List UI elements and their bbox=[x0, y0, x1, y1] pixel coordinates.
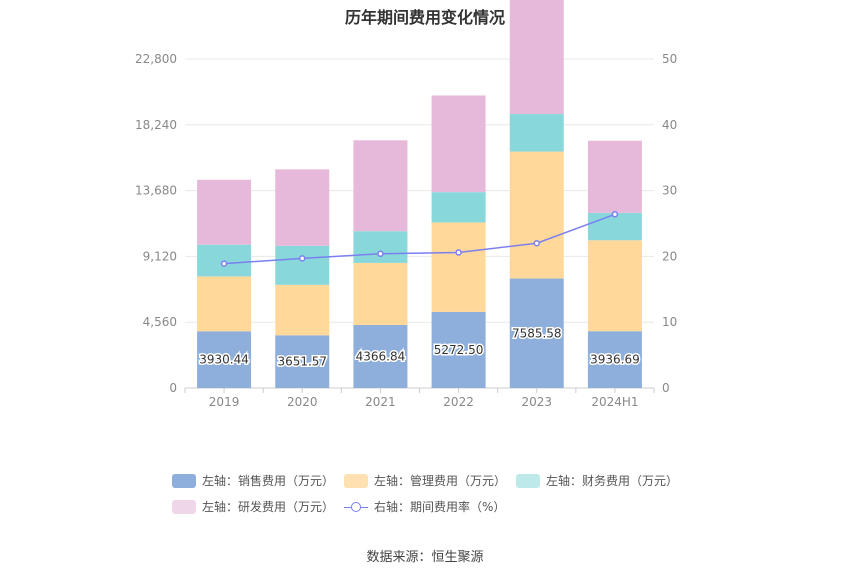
legend-item-sales[interactable]: 左轴：销售费用（万元） bbox=[172, 472, 334, 489]
bar-segment-0 bbox=[353, 324, 408, 388]
legend-item-rnd[interactable]: 左轴：研发费用（万元） bbox=[172, 498, 334, 515]
bar-segment-3 bbox=[197, 179, 252, 245]
expense-rate-point bbox=[377, 250, 384, 258]
expense-rate-point bbox=[533, 239, 540, 247]
x-tick-label: 2021 bbox=[365, 395, 396, 409]
y-left-tick-label: 22,800 bbox=[135, 52, 177, 66]
y-left-tick-label: 4,560 bbox=[143, 315, 177, 329]
bar-segment-1 bbox=[431, 222, 486, 312]
chart-title: 历年期间费用变化情况 bbox=[344, 8, 505, 27]
data-label: 5272.50 bbox=[434, 343, 484, 357]
expense-rate-point bbox=[455, 249, 462, 256]
bar-segment-3 bbox=[275, 169, 330, 246]
data-label: 7585.58 bbox=[512, 326, 562, 340]
legend-label-sales: 左轴：销售费用（万元） bbox=[202, 474, 335, 488]
bar-segment-0 bbox=[197, 331, 252, 388]
y-left-tick-label: 18,240 bbox=[135, 118, 177, 132]
bar-segment-0 bbox=[431, 311, 486, 388]
expense-rate-line bbox=[224, 213, 616, 265]
bar-segment-1 bbox=[353, 262, 408, 325]
legend-swatch-sales bbox=[172, 473, 196, 488]
bar-segment-0 bbox=[275, 335, 330, 388]
bar-segment-3 bbox=[353, 140, 408, 232]
x-tick-label: 2024H1 bbox=[591, 395, 638, 409]
x-tick-label: 2023 bbox=[521, 395, 552, 409]
bar-segment-2 bbox=[509, 114, 564, 152]
y-right-tick-label: 0 bbox=[662, 381, 670, 395]
legend-label-admin: 左轴：管理费用（万元） bbox=[374, 474, 507, 488]
expense-rate-point bbox=[299, 255, 306, 262]
bar-segment-1 bbox=[197, 276, 252, 332]
bar-segment-2 bbox=[275, 245, 330, 285]
data-label: 4366.84 bbox=[356, 349, 406, 363]
x-tick-label: 2022 bbox=[443, 395, 474, 409]
bar-segment-1 bbox=[275, 284, 330, 336]
legend-item-finance[interactable]: 左轴：财务费用（万元） bbox=[516, 472, 678, 489]
bar-segment-3 bbox=[431, 95, 486, 193]
legend-label-finance: 左轴：财务费用（万元） bbox=[546, 474, 679, 488]
y-right-tick-label: 20 bbox=[662, 249, 677, 263]
bar-segment-0 bbox=[587, 331, 642, 388]
y-left-tick-label: 0 bbox=[169, 381, 177, 395]
data-label: 3930.44 bbox=[199, 353, 249, 367]
bar-segment-1 bbox=[509, 151, 564, 279]
bar-segment-2 bbox=[353, 231, 408, 263]
expense-rate-point bbox=[611, 211, 619, 218]
legend-swatch-admin bbox=[344, 473, 368, 488]
data-label: 3651.57 bbox=[277, 355, 327, 369]
legend-swatch-finance bbox=[516, 473, 540, 488]
bar-segment-0 bbox=[509, 278, 564, 388]
bar-segment-3 bbox=[587, 140, 642, 213]
legend-item-expense-rate[interactable]: 右轴：期间费用率（%） bbox=[344, 498, 505, 515]
legend-label-expense-rate: 右轴：期间费用率（%） bbox=[374, 500, 506, 514]
bar-segment-3 bbox=[509, 0, 564, 115]
legend-line-marker-icon bbox=[344, 500, 368, 514]
data-label: 3936.69 bbox=[590, 353, 640, 367]
bar-segment-2 bbox=[431, 192, 486, 223]
source-note: 数据来源：恒生聚源 bbox=[366, 550, 484, 565]
y-left-tick-label: 9,120 bbox=[143, 249, 177, 263]
expense-rate-point bbox=[220, 260, 228, 267]
bar-segment-1 bbox=[587, 240, 642, 332]
y-right-tick-label: 50 bbox=[662, 52, 677, 66]
legend-item-admin[interactable]: 左轴：管理费用（万元） bbox=[344, 472, 506, 489]
x-tick-label: 2019 bbox=[209, 395, 240, 409]
y-right-tick-label: 10 bbox=[662, 315, 677, 329]
legend-label-rnd: 左轴：研发费用（万元） bbox=[202, 500, 335, 514]
legend-swatch-rnd bbox=[172, 499, 196, 514]
y-left-tick-label: 13,680 bbox=[135, 184, 177, 198]
x-tick-label: 2020 bbox=[287, 395, 318, 409]
y-right-tick-label: 30 bbox=[662, 184, 677, 198]
y-right-tick-label: 40 bbox=[662, 118, 677, 132]
